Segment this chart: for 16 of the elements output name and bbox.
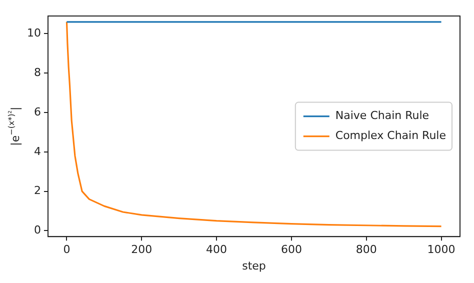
x-axis-title: step: [242, 259, 266, 272]
x-tick-label: 200: [131, 243, 152, 256]
y-tick-label: 4: [34, 144, 41, 158]
y-tick-label: 0: [34, 224, 41, 237]
x-tick-label: 0: [63, 243, 70, 256]
x-tick-label: 800: [356, 243, 377, 256]
x-tick-label: 600: [280, 243, 302, 256]
y-axis-title: |e−(x*)²|: [7, 106, 22, 146]
x-tick-label: 1000: [427, 243, 456, 256]
x-tick-label: 400: [206, 243, 228, 256]
legend-label: Naive Chain Rule: [335, 109, 430, 122]
y-tick-label: 8: [34, 66, 41, 79]
y-tick-label: 10: [26, 26, 41, 40]
legend-label: Complex Chain Rule: [335, 129, 446, 142]
y-tick-label: 2: [34, 184, 41, 198]
y-tick-label: 6: [34, 105, 41, 118]
